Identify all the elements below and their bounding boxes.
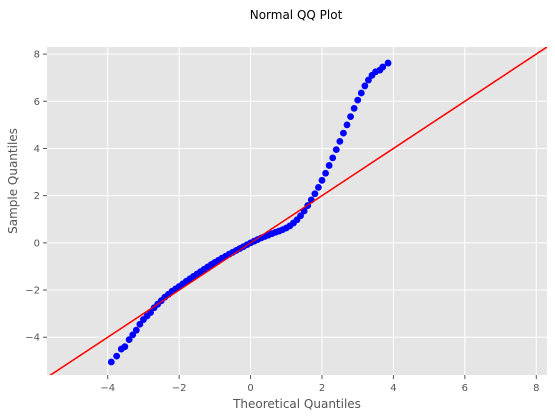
x-tick-label: 8 [533, 383, 539, 394]
reference-line-overlay [49, 47, 547, 375]
data-point [365, 76, 372, 84]
data-point [129, 331, 137, 339]
data-point [125, 336, 133, 344]
data-point [132, 326, 140, 334]
y-tick-label: 2 [34, 191, 40, 202]
plot-content [49, 47, 547, 375]
y-tick-label: 6 [34, 97, 40, 108]
data-point [322, 169, 329, 177]
data-point [347, 113, 354, 121]
data-point [329, 154, 337, 162]
data-point [350, 104, 358, 112]
data-point [332, 146, 340, 154]
data-point [343, 121, 351, 129]
tick-labels: −4 −2 0 2 4 6 8 −4 −2 0 2 4 6 8 [25, 50, 539, 394]
data-point [136, 320, 144, 328]
y-tick-label: −4 [25, 333, 40, 344]
data-point [361, 82, 369, 90]
data-point [340, 129, 347, 137]
y-tick-label: −2 [25, 286, 40, 297]
data-point [318, 176, 326, 184]
data-point [121, 343, 129, 351]
x-tick-label: −2 [172, 383, 187, 394]
x-tick-label: −4 [100, 383, 115, 394]
y-axis-label: Sample Quantiles [6, 128, 20, 234]
data-points [107, 59, 392, 366]
x-tick-label: 0 [247, 383, 253, 394]
y-tick-label: 8 [34, 50, 40, 61]
data-point [297, 212, 304, 220]
data-point [384, 59, 392, 67]
data-point [379, 63, 387, 71]
data-point [336, 137, 344, 145]
data-point [311, 190, 319, 198]
data-point [354, 96, 362, 104]
y-tick-label: 4 [34, 144, 40, 155]
x-tick-label: 2 [319, 383, 325, 394]
x-tick-label: 6 [462, 383, 468, 394]
data-point [113, 352, 121, 360]
chart-title: Normal QQ Plot [250, 8, 343, 22]
y-tick-label: 0 [34, 238, 40, 249]
x-tick-label: 4 [390, 383, 396, 394]
data-point [315, 184, 322, 191]
x-axis-label: Theoretical Quantiles [232, 397, 361, 411]
data-point [325, 162, 333, 169]
data-point [107, 358, 115, 366]
data-point [357, 89, 365, 97]
